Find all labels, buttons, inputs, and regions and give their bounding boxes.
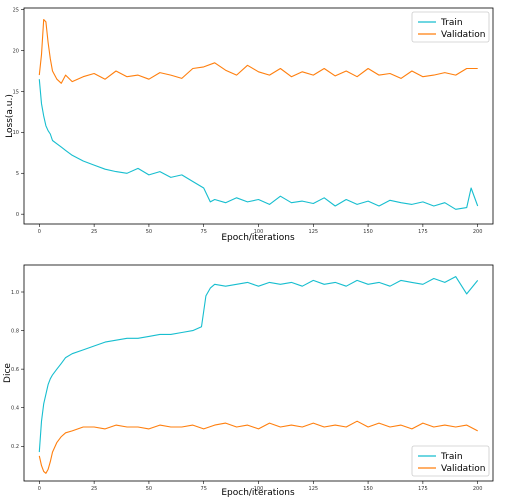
loss-y-axis-label: Loss(a.u.) <box>5 94 15 138</box>
dice-y-tick-label: 1.0 <box>11 290 19 296</box>
dice-y-tick-label: 0.8 <box>11 328 19 334</box>
dice-x-tick-label: 125 <box>309 486 319 492</box>
loss-x-tick-label: 50 <box>146 229 152 235</box>
dice-series <box>38 276 479 474</box>
loss-train-line <box>38 79 479 210</box>
loss-legend-validation-label: Validation <box>441 30 485 40</box>
loss-series <box>38 18 479 210</box>
loss-y-tick-label: 25 <box>13 7 19 13</box>
dice-validation-line <box>38 420 478 474</box>
dice-legend: Train Validation <box>411 445 490 477</box>
loss-x-tick-label: 200 <box>473 229 483 235</box>
dice-x-tick-label: 175 <box>418 486 428 492</box>
loss-y-tick-label: 15 <box>13 89 19 95</box>
loss-y-tick-label: 5 <box>16 171 19 177</box>
loss-y-tick-label: 0 <box>16 212 19 218</box>
loss-validation-line <box>38 18 478 84</box>
dice-y-tick-label: 0.2 <box>11 444 19 450</box>
dice-chart-panel: 0 25 50 75 100 125 150 175 200 0.2 0.4 0.6 0.8 1.0 Ep… <box>3 264 494 498</box>
dice-x-axis-label: Epoch/iterations <box>221 488 295 498</box>
loss-legend: Train Validation <box>411 11 490 43</box>
dice-x-tick-label: 0 <box>38 486 41 492</box>
loss-x-tick-label: 150 <box>363 229 373 235</box>
dice-train-line <box>38 276 479 453</box>
loss-x-tick-label: 175 <box>418 229 428 235</box>
dice-legend-train-label: Train <box>440 452 463 462</box>
loss-x-tick-label: 100 <box>254 229 264 235</box>
loss-ticks: 0 25 50 75 100 125 150 175 200 0 5 10 15 20 25 <box>13 7 483 235</box>
loss-y-tick-label: 20 <box>13 48 19 54</box>
dice-legend-validation-label: Validation <box>441 464 485 474</box>
loss-x-tick-label: 25 <box>91 229 97 235</box>
loss-chart-panel: 0 25 50 75 100 125 150 175 200 0 5 10 15 20 25 Epoch/i… <box>5 7 494 243</box>
loss-x-axis-label: Epoch/iterations <box>221 233 295 243</box>
loss-x-tick-label: 75 <box>201 229 207 235</box>
dice-x-tick-label: 100 <box>254 486 264 492</box>
dice-y-tick-label: 0.4 <box>11 406 19 412</box>
loss-legend-train-label: Train <box>440 18 463 28</box>
loss-x-tick-label: 125 <box>309 229 319 235</box>
dice-y-axis-label: Dice <box>3 363 13 383</box>
dice-x-tick-label: 75 <box>201 486 207 492</box>
loss-x-tick-label: 0 <box>38 229 41 235</box>
dice-ticks: 0 25 50 75 100 125 150 175 200 0.2 0.4 0.6 0.8 1.0 <box>11 290 482 492</box>
dice-x-tick-label: 150 <box>363 486 373 492</box>
dice-x-tick-label: 50 <box>146 486 152 492</box>
dice-x-tick-label: 200 <box>473 486 483 492</box>
loss-y-tick-label: 10 <box>13 130 19 136</box>
dice-y-tick-label: 0.6 <box>11 367 19 373</box>
dice-x-tick-label: 25 <box>91 486 97 492</box>
